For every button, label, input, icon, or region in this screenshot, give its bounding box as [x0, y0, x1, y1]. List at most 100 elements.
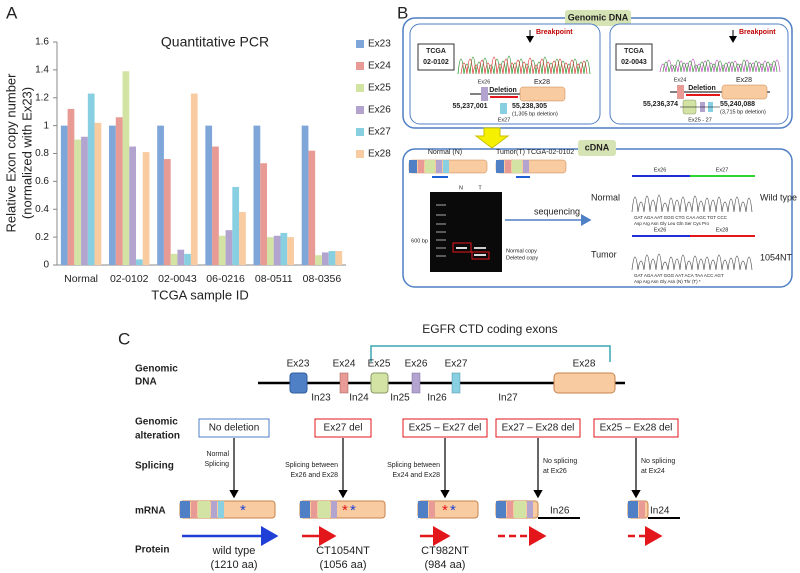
amino-acids: Asp Arg Asn Gly Asn (N) Thr (T) *	[634, 279, 701, 284]
bar	[129, 146, 136, 265]
svg-text:*: *	[450, 502, 456, 519]
x-tick-label: 02-0043	[158, 273, 197, 285]
bar	[308, 150, 316, 265]
y-axis-label: (normalized with Ex23)	[19, 87, 34, 219]
bar	[301, 125, 309, 265]
bar	[94, 122, 102, 266]
protein: CT1054NT	[316, 545, 370, 557]
splicing: at Ex24	[641, 468, 665, 475]
legend-label: Ex23	[368, 39, 391, 50]
exon	[339, 372, 349, 394]
bar	[163, 159, 171, 265]
exon	[677, 85, 684, 99]
panel-b: B Genomic DNA TCGA 02-0102 Breakpoint Ex…	[397, 3, 797, 288]
legend-label: Ex26	[368, 105, 391, 116]
exon-label: Ex26	[478, 79, 491, 85]
legend-label: Ex27	[368, 127, 391, 138]
bar	[190, 93, 198, 265]
splicing: Splicing between	[387, 462, 440, 469]
band-label: Normal copy	[506, 248, 537, 254]
bar	[115, 117, 123, 265]
lane-label: T	[478, 185, 482, 191]
row-label: Genomic	[135, 417, 178, 428]
bar	[287, 237, 294, 265]
y-tick-label: 1.6	[35, 37, 49, 48]
panel-label: A	[6, 3, 18, 22]
splicing: Ex26 and Ex28	[291, 472, 339, 479]
amino-acids: Asp Arg Asn Gly Leu Gln Ser Cys Pro	[634, 221, 710, 226]
highlight	[452, 242, 472, 253]
alteration: Ex25 – Ex27 del	[409, 423, 482, 434]
mrna-wt: *	[179, 500, 276, 519]
coordinate: 55,236,374	[643, 101, 678, 108]
y-tick-label: 1	[43, 120, 49, 131]
bar	[260, 163, 268, 265]
bar	[109, 125, 116, 265]
alteration-box	[593, 418, 679, 438]
splicing: No splicing	[641, 458, 675, 465]
panel-a: A Quantitative PCR Relative Exon copy nu…	[3, 3, 391, 302]
chromatogram	[631, 253, 753, 271]
row-label: Protein	[135, 545, 169, 556]
exon-label: Ex27	[716, 167, 729, 173]
coordinate: 55,238,305	[512, 103, 547, 110]
exon	[553, 372, 616, 394]
deletion-size: (3,715 bp deletion)	[720, 109, 766, 115]
genotype: 1054NT	[760, 252, 793, 262]
row-label: Tumor	[591, 249, 617, 259]
y-tick-label: 0.2	[35, 232, 49, 243]
exon	[519, 86, 566, 102]
breakpoint: Breakpoint	[739, 29, 776, 36]
exon-label: Ex27	[445, 359, 468, 370]
bar	[225, 230, 233, 265]
exon	[370, 372, 389, 394]
bar	[142, 152, 150, 265]
marker-label: 600 bp	[411, 238, 428, 244]
panel-label: C	[118, 329, 130, 348]
bar	[218, 235, 226, 265]
exon	[721, 84, 768, 100]
legend-swatch	[356, 40, 364, 48]
protein: (1210 aa)	[210, 559, 257, 571]
exon	[289, 372, 308, 394]
x-tick-label: Normal	[64, 273, 98, 285]
bar	[135, 259, 143, 265]
protein: CT982NT	[421, 545, 469, 557]
exon-label: Ex25	[368, 359, 391, 370]
legend-swatch	[356, 150, 364, 158]
x-tick-label: 06-0216	[206, 273, 245, 285]
chromatogram	[631, 194, 753, 213]
alteration-box	[198, 418, 270, 438]
bar	[177, 249, 185, 265]
exon-label: Ex26	[654, 167, 667, 173]
bar	[315, 255, 322, 265]
y-tick-label: 1.4	[35, 65, 49, 76]
row-label: alteration	[135, 431, 180, 442]
gel-bands	[436, 204, 486, 257]
exon	[481, 87, 488, 101]
yellow-arrow	[474, 127, 510, 149]
exon-label: Ex25 - 27	[688, 117, 712, 123]
legend-label: Ex25	[368, 83, 391, 94]
intron-label: In24	[349, 393, 369, 404]
bar	[60, 125, 68, 265]
coordinate: 55,237,001	[452, 103, 487, 110]
protein: wild type	[212, 545, 256, 557]
breakpoint: Breakpoint	[536, 29, 573, 36]
mrna-982: * *	[417, 500, 479, 519]
exon	[500, 103, 507, 114]
splicing: at Ex26	[543, 468, 567, 475]
bar	[328, 251, 336, 265]
cdna-title: cDNA	[585, 142, 610, 152]
exon-label: Ex28	[534, 79, 550, 86]
bar	[321, 252, 329, 265]
bar	[87, 93, 95, 265]
intron-label: In23	[311, 393, 331, 404]
alteration: No deletion	[209, 423, 260, 434]
chart-title: Quantitative PCR	[161, 34, 269, 50]
svg-text:*: *	[350, 502, 356, 519]
exon-label: Ex26	[654, 227, 667, 233]
row-label: Splicing	[135, 461, 174, 472]
row-label: Normal	[591, 192, 620, 202]
svg-text:*: *	[342, 502, 348, 519]
